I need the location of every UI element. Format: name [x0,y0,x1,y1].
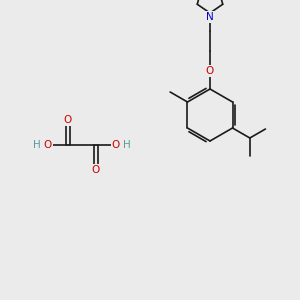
Text: O: O [112,140,120,150]
Text: O: O [64,115,72,125]
Text: O: O [206,66,214,76]
Text: O: O [92,165,100,175]
Text: O: O [44,140,52,150]
Text: H: H [123,140,131,150]
Text: N: N [206,12,214,22]
Text: H: H [33,140,41,150]
